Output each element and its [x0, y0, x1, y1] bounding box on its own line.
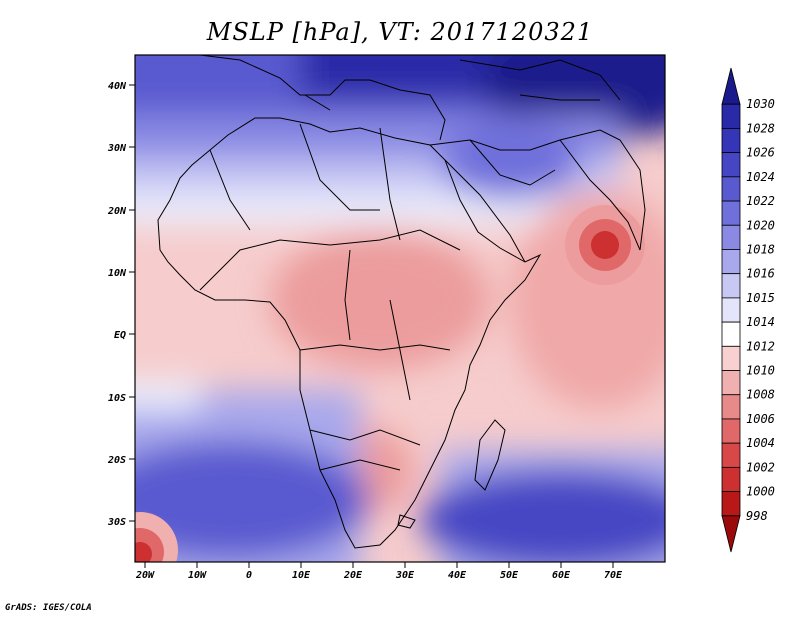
- colorbar-label: 1020: [746, 218, 775, 232]
- lon-label: 10E: [292, 570, 311, 581]
- colorbar-swatch: [721, 442, 741, 468]
- colorbar-label: 1004: [746, 436, 775, 450]
- colorbar-swatch: [721, 224, 741, 250]
- colorbar-label: 1010: [746, 364, 775, 378]
- colorbar-swatch: [721, 152, 741, 178]
- lat-label: EQ: [114, 330, 126, 341]
- colorbar-swatch: [721, 321, 741, 347]
- colorbar-swatch: [721, 67, 741, 105]
- colorbar-label: 1000: [746, 485, 775, 499]
- colorbar-swatch: [721, 515, 741, 553]
- map-title: MSLP [hPa], VT: 2017120321: [206, 18, 594, 46]
- colorbar: 1030 1028 1026 1024 1022 1020 1018 1016 1015 1014…: [721, 67, 775, 553]
- lon-label: 10W: [188, 570, 207, 581]
- coastlines: [157, 55, 646, 549]
- colorbar-label: 1016: [746, 267, 775, 281]
- lon-label: 50E: [500, 570, 519, 581]
- colorbar-swatch: [721, 249, 741, 275]
- colorbar-label: 1030: [746, 97, 775, 111]
- colorbar-label: 1015: [746, 291, 775, 305]
- grads-credit: GrADS: IGES/COLA: [5, 603, 92, 613]
- lat-label: 10N: [108, 268, 127, 279]
- lon-label: 30E: [395, 570, 415, 581]
- lat-label: 10S: [108, 393, 126, 404]
- colorbar-label: 1028: [746, 121, 775, 135]
- colorbar-label: 998: [746, 509, 768, 523]
- colorbar-swatch: [721, 128, 741, 154]
- lon-label: 70E: [604, 570, 623, 581]
- lat-label: 20S: [107, 455, 126, 466]
- lat-label: 40N: [108, 81, 127, 92]
- colorbar-label: 1018: [746, 242, 775, 256]
- colorbar-swatch: [721, 103, 741, 129]
- colorbar-swatch: [721, 394, 741, 420]
- colorbar-swatch: [721, 370, 741, 396]
- colorbar-label: 1014: [746, 315, 775, 329]
- colorbar-label: 1024: [746, 170, 775, 184]
- colorbar-label: 1002: [746, 460, 775, 474]
- lon-label: 0: [246, 570, 252, 581]
- lon-label: 60E: [552, 570, 571, 581]
- colorbar-label: 1006: [746, 412, 775, 426]
- pressure-field: [135, 55, 665, 562]
- plot-frame: [134, 54, 666, 563]
- lat-label: 30S: [107, 517, 126, 528]
- colorbar-label: 1022: [746, 194, 775, 208]
- colorbar-swatch: [721, 176, 741, 202]
- colorbar-swatch: [721, 418, 741, 444]
- lon-label: 20W: [135, 570, 155, 581]
- colorbar-swatch: [721, 297, 741, 323]
- lon-label: 20E: [343, 570, 363, 581]
- colorbar-swatch: [721, 491, 741, 517]
- colorbar-swatch: [721, 200, 741, 226]
- colorbar-swatch: [721, 466, 741, 492]
- lon-axis: 20W 10W 0 10E 20E 30E 40E 50E 60E 70E: [135, 562, 623, 581]
- colorbar-label: 1012: [746, 339, 775, 353]
- colorbar-label: 1008: [746, 388, 775, 402]
- colorbar-label: 1026: [746, 146, 775, 160]
- lat-label: 20N: [107, 206, 127, 217]
- colorbar-swatch: [721, 345, 741, 371]
- lat-label: 30N: [107, 143, 127, 154]
- colorbar-swatch: [721, 273, 741, 299]
- lon-label: 40E: [448, 570, 467, 581]
- lat-axis: 40N 30N 20N 10N EQ 10S 20S 30S: [107, 81, 135, 528]
